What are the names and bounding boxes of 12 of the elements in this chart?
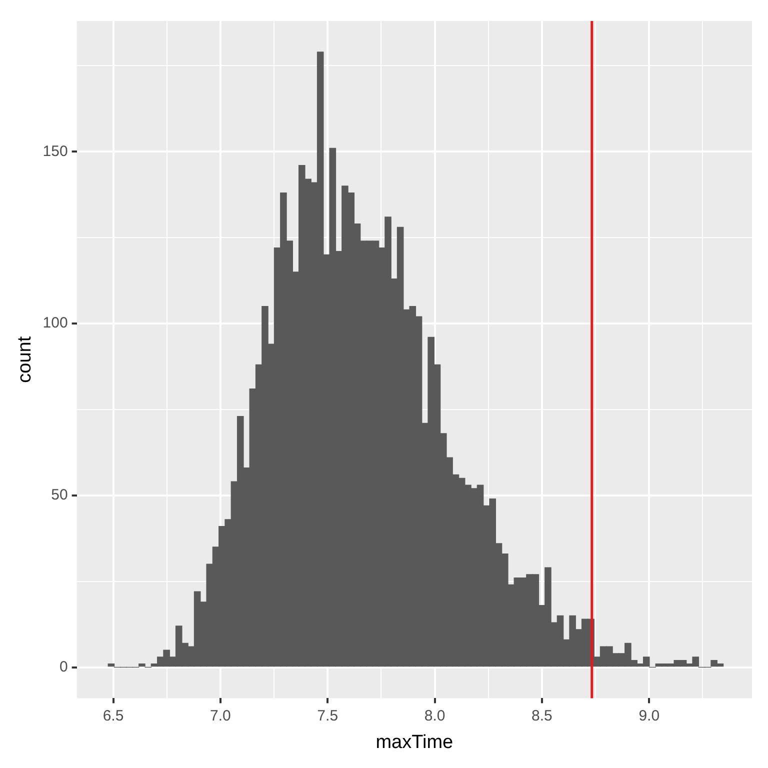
x-tick-label: 7.0	[210, 707, 231, 724]
x-tick-label: 8.5	[532, 707, 552, 724]
x-tick-label: 9.0	[638, 707, 660, 724]
y-axis-title: count	[14, 336, 36, 383]
y-tick-label: 100	[42, 314, 68, 332]
x-tick-label: 8.0	[424, 707, 446, 724]
x-axis-title: maxTime	[376, 732, 454, 753]
x-tick-label: 6.5	[102, 707, 124, 724]
y-tick-label: 0	[59, 658, 68, 676]
y-tick-label: 150	[42, 142, 68, 160]
x-tick-label: 7.5	[317, 707, 338, 724]
y-tick-label: 50	[51, 486, 68, 504]
